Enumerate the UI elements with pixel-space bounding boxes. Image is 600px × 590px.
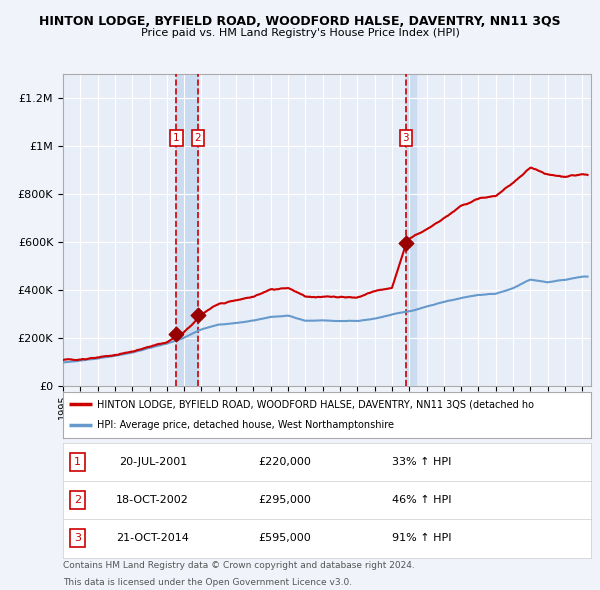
Text: 33% ↑ HPI: 33% ↑ HPI [392,457,452,467]
Text: HINTON LODGE, BYFIELD ROAD, WOODFORD HALSE, DAVENTRY, NN11 3QS: HINTON LODGE, BYFIELD ROAD, WOODFORD HAL… [39,15,561,28]
Text: 21-OCT-2014: 21-OCT-2014 [116,533,189,543]
Text: £595,000: £595,000 [259,533,311,543]
Text: 1: 1 [74,457,81,467]
Point [172,329,181,338]
Text: 1: 1 [173,133,180,143]
Bar [406,74,416,386]
Text: Price paid vs. HM Land Registry's House Price Index (HPI): Price paid vs. HM Land Registry's House … [140,28,460,38]
Bar [176,74,198,386]
Text: This data is licensed under the Open Government Licence v3.0.: This data is licensed under the Open Gov… [63,578,352,587]
Point [401,238,410,248]
Text: 2: 2 [195,133,202,143]
Text: £220,000: £220,000 [259,457,311,467]
Text: HPI: Average price, detached house, West Northamptonshire: HPI: Average price, detached house, West… [97,420,394,430]
Text: £295,000: £295,000 [259,495,311,505]
Text: 91% ↑ HPI: 91% ↑ HPI [392,533,452,543]
Text: 20-JUL-2001: 20-JUL-2001 [119,457,187,467]
Text: 18-OCT-2002: 18-OCT-2002 [116,495,189,505]
Text: 3: 3 [74,533,81,543]
Text: HINTON LODGE, BYFIELD ROAD, WOODFORD HALSE, DAVENTRY, NN11 3QS (detached ho: HINTON LODGE, BYFIELD ROAD, WOODFORD HAL… [97,399,535,409]
Text: 46% ↑ HPI: 46% ↑ HPI [392,495,452,505]
Text: 2: 2 [74,495,82,505]
Point [193,311,203,320]
Text: Contains HM Land Registry data © Crown copyright and database right 2024.: Contains HM Land Registry data © Crown c… [63,560,415,569]
Text: 3: 3 [403,133,409,143]
